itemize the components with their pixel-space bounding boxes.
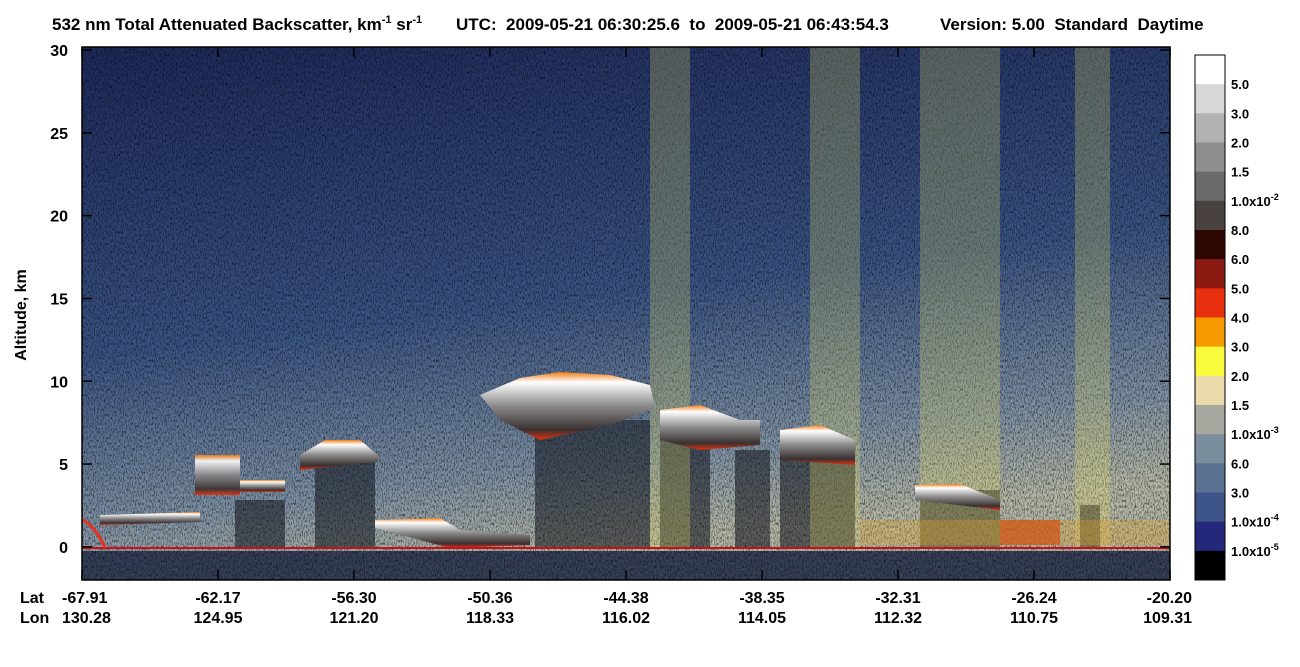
colorbar-label: 1.0x10-4 — [1231, 513, 1279, 530]
colorbar-label-exponent: -4 — [1271, 513, 1279, 523]
colorbar-swatch — [1195, 346, 1225, 377]
colorbar-label: 4.0 — [1231, 311, 1249, 326]
colorbar-label-text: 1.0x10 — [1231, 544, 1271, 559]
colorbar-label: 2.0 — [1231, 136, 1249, 151]
colorbar-swatch — [1195, 113, 1225, 143]
colorbar-label: 5.0 — [1231, 77, 1249, 92]
colorbar-label-text: 2.0 — [1231, 136, 1249, 151]
colorbar-swatch — [1195, 84, 1225, 114]
colorbar-label: 5.0 — [1231, 281, 1249, 296]
x-tick-label: 116.02 — [602, 610, 650, 627]
x-tick-label: -67.91 — [62, 590, 107, 607]
colorbar-swatch — [1195, 463, 1225, 493]
colorbar-swatch — [1195, 521, 1225, 552]
colorbar-label-text: 6.0 — [1231, 252, 1249, 267]
colorbar-label-text: 3.0 — [1231, 486, 1249, 501]
colorbar-label: 8.0 — [1231, 223, 1249, 238]
title-part: -1 — [382, 14, 392, 26]
colorbar-swatch — [1195, 171, 1225, 202]
colorbar-swatch — [1195, 230, 1225, 260]
colorbar-label-text: 1.0x10 — [1231, 515, 1271, 530]
version: Version: 5.00 Standard Daytime — [940, 15, 1204, 34]
colorbar-label-text: 4.0 — [1231, 311, 1249, 326]
colorbar-label-exponent: -2 — [1271, 192, 1279, 202]
backscatter-image — [81, 47, 1170, 580]
colorbar-swatch — [1195, 259, 1225, 289]
title-part: 532 nm Total Attenuated Backscatter, km — [52, 15, 382, 34]
colorbar-label: 1.5 — [1231, 165, 1249, 180]
x-tick-label: 124.95 — [194, 610, 243, 627]
x-tick-label: 109.31 — [1143, 610, 1192, 627]
x-tick-label: -50.36 — [467, 590, 512, 607]
x-row-name: Lon — [20, 610, 49, 627]
colorbar-label: 6.0 — [1231, 252, 1249, 267]
colorbar-label-text: 2.0 — [1231, 369, 1249, 384]
colorbar-label-text: 6.0 — [1231, 456, 1249, 471]
x-tick-label: -62.17 — [195, 590, 240, 607]
colorbar-label: 1.0x10-3 — [1231, 425, 1279, 442]
x-tick-label: 112.32 — [874, 610, 922, 627]
colorbar-label-text: 3.0 — [1231, 106, 1249, 121]
colorbar-label-text: 1.0x10 — [1231, 427, 1271, 442]
x-tick-label: -56.30 — [331, 590, 376, 607]
colorbar-swatch — [1195, 317, 1225, 348]
colorbar-label-text: 5.0 — [1231, 77, 1249, 92]
title-part: -1 — [412, 14, 422, 26]
colorbar-swatch — [1195, 200, 1225, 231]
title-part: sr — [392, 15, 413, 34]
colorbar-swatch — [1195, 550, 1225, 581]
colorbar-label-text: 1.5 — [1231, 165, 1249, 180]
y-tick-label: 20 — [50, 209, 68, 226]
colorbar-swatch — [1195, 405, 1225, 435]
colorbar-label: 2.0 — [1231, 369, 1249, 384]
colorbar-label: 1.5 — [1231, 398, 1249, 413]
x-tick-label: 114.05 — [738, 610, 786, 627]
colorbar-swatch — [1195, 375, 1225, 406]
colorbar-label: 1.0x10-5 — [1231, 542, 1279, 559]
x-tick-label: -32.31 — [875, 590, 920, 607]
colorbar-label: 1.0x10-2 — [1231, 192, 1279, 209]
y-tick-label: 0 — [59, 540, 68, 557]
y-tick-label: 25 — [50, 126, 68, 143]
y-tick-label: 5 — [59, 457, 68, 474]
colorbar-label-text: 1.0x10 — [1231, 194, 1271, 209]
colorbar-swatch — [1195, 288, 1225, 318]
chart-title: 532 nm Total Attenuated Backscatter, km-… — [52, 14, 422, 34]
y-tick-label: 10 — [50, 374, 68, 391]
colorbar-label-exponent: -3 — [1271, 425, 1279, 435]
time-range: UTC: 2009-05-21 06:30:25.6 to 2009-05-21… — [456, 15, 889, 34]
x-tick-label: 130.28 — [62, 610, 111, 627]
y-axis-label: Altitude, km — [13, 269, 30, 361]
colorbar-label-text: 3.0 — [1231, 340, 1249, 355]
colorbar-swatch — [1195, 434, 1225, 464]
x-tick-label: 118.33 — [466, 610, 514, 627]
x-tick-label: -20.20 — [1147, 590, 1192, 607]
colorbar-swatch — [1195, 142, 1225, 173]
colorbar-label-text: 1.5 — [1231, 398, 1249, 413]
y-tick-label: 30 — [50, 43, 68, 60]
colorbar-label: 3.0 — [1231, 340, 1249, 355]
colorbar-frame — [1194, 54, 1226, 581]
colorbar-label-text: 5.0 — [1231, 281, 1249, 296]
colorbar-swatch — [1195, 492, 1225, 523]
x-tick-label: -44.38 — [603, 590, 648, 607]
colorbar-swatch — [1195, 55, 1225, 85]
x-tick-label: -26.24 — [1011, 590, 1056, 607]
colorbar-label: 6.0 — [1231, 456, 1249, 471]
colorbar-label-text: 8.0 — [1231, 223, 1249, 238]
y-tick-label: 15 — [50, 291, 68, 308]
x-tick-label: -38.35 — [739, 590, 784, 607]
x-tick-label: 110.75 — [1010, 610, 1058, 627]
x-row-name: Lat — [20, 590, 45, 607]
x-tick-label: 121.20 — [330, 610, 379, 627]
colorbar-label-exponent: -5 — [1271, 542, 1279, 552]
colorbar-label: 3.0 — [1231, 106, 1249, 121]
colorbar-label: 3.0 — [1231, 486, 1249, 501]
